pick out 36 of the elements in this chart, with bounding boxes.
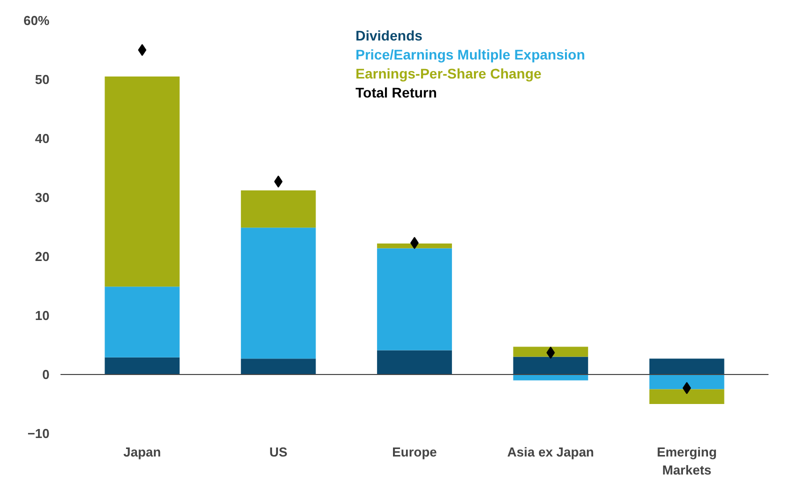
text: Dividends [356,28,423,44]
y-tick-label: 10 [35,308,50,323]
x-tick-label: US [269,444,288,460]
x-tick-label: Asia ex Japan [507,444,594,460]
point [410,236,419,249]
text: Price/Earnings Multiple Expansion [356,46,585,62]
x-tick-label: Europe [392,444,437,460]
bar [377,248,452,350]
bar [240,228,316,359]
y-tick-label: 0 [42,367,50,382]
x-tick-label: Emerging Markets [656,444,717,478]
point [274,176,283,188]
text: Total Return [356,84,437,100]
y-tick-label: 40 [35,131,50,146]
x-tick-label: Japan [123,444,162,460]
bar [377,244,452,248]
y-tick-label: −10 [27,426,50,441]
bar [104,286,180,358]
bar [513,346,588,357]
bar [649,389,724,404]
y-tick-label: 50 [35,72,50,87]
point [546,346,555,359]
bar [513,356,588,374]
bar [104,357,180,374]
bar [377,350,452,374]
y-tick-label: 30 [35,190,50,205]
bar [649,374,724,390]
bar [240,190,316,228]
y-tick-label: 20 [35,249,50,264]
text: Earnings-Per-Share Change [356,66,542,82]
bar [240,358,316,374]
point [138,44,146,56]
bar [513,374,588,380]
bar [649,358,724,374]
y-tick-label: 60% [23,13,50,28]
bar [104,76,180,287]
